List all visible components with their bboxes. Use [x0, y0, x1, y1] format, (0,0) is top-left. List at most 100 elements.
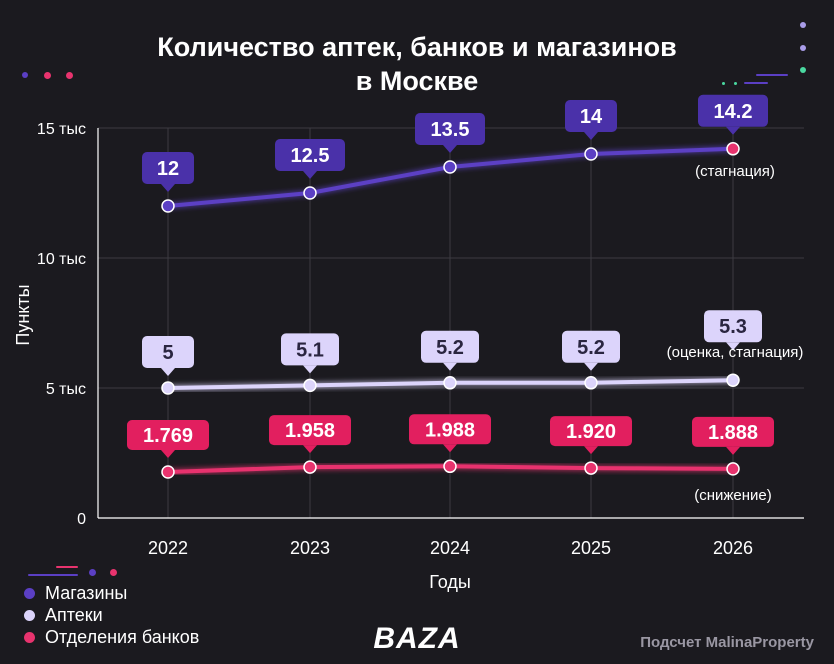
data-label-box: [275, 139, 345, 171]
x-tick-label: 2023: [290, 538, 330, 558]
data-label-box: [562, 330, 620, 363]
data-label-pointer: [443, 444, 457, 453]
data-point: [584, 461, 598, 475]
data-point: [303, 460, 317, 474]
data-point: [584, 376, 598, 390]
data-label: 1.988: [425, 419, 475, 441]
decor-dot: [44, 72, 51, 79]
y-tick-label: 15 тыс: [37, 121, 86, 138]
data-point: [161, 381, 175, 395]
data-label-box: [269, 415, 351, 446]
series-note: (снижение): [694, 487, 772, 504]
legend-item-magaziny: Магазины: [24, 582, 199, 604]
data-label-box: [142, 152, 194, 184]
decor-dot: [800, 67, 806, 73]
data-label-pointer: [726, 126, 740, 135]
data-label-pointer: [161, 368, 175, 376]
data-label-pointer: [584, 446, 598, 455]
legend-item-banki: Отделения банков: [24, 626, 199, 648]
decor-dot: [66, 72, 73, 79]
data-point: [726, 462, 740, 476]
data-label: 1.958: [285, 420, 335, 442]
legend-label: Отделения банков: [45, 626, 200, 647]
data-label: 1.769: [143, 425, 193, 447]
data-label-pointer: [443, 145, 457, 153]
data-label: 5.3: [719, 316, 747, 338]
series-note: (стагнация): [695, 163, 775, 180]
data-point: [303, 378, 317, 393]
legend: Магазины Аптеки Отделения банков: [24, 582, 199, 648]
data-point: [161, 199, 175, 213]
data-label-pointer: [161, 450, 175, 459]
data-label-pointer: [726, 342, 740, 351]
decor-dot: [734, 82, 737, 85]
y-axis-label: Пункты: [13, 284, 33, 346]
data-label: 5.1: [296, 339, 324, 361]
data-label: 5: [162, 342, 173, 364]
decor-line: [28, 574, 78, 576]
decor-dot: [22, 72, 28, 78]
data-label-pointer: [443, 362, 457, 371]
data-point: [726, 373, 740, 387]
data-label-pointer: [584, 362, 598, 371]
x-tick-label: 2025: [571, 538, 611, 558]
data-label-box: [142, 336, 194, 368]
data-label-pointer: [726, 446, 740, 455]
data-label-pointer: [161, 184, 175, 192]
data-label-pointer: [584, 132, 598, 140]
data-label: 5.2: [577, 337, 605, 359]
chart-title-line2: в Москве: [355, 66, 479, 96]
data-label-box: [565, 100, 617, 132]
chart-title-line1: Количество аптек, банков и магазинов: [157, 32, 677, 62]
data-label-box: [692, 416, 774, 447]
data-label-box: [704, 310, 762, 343]
data-label: 12.5: [291, 145, 330, 167]
legend-label: Аптеки: [45, 604, 103, 625]
data-label-pointer: [303, 445, 317, 454]
chart-title: Количество аптек, банков и магазинов в М…: [0, 30, 834, 98]
legend-item-apteki: Аптеки: [24, 604, 199, 626]
x-tick-label: 2024: [430, 538, 470, 558]
series-note: (оценка, стагнация): [667, 344, 804, 361]
y-tick-label: 0: [77, 511, 86, 528]
x-axis-label: Годы: [429, 572, 471, 592]
data-point: [443, 459, 457, 474]
data-point: [303, 186, 317, 200]
data-label: 12: [157, 158, 179, 180]
source-credit: Подсчет MalinaProperty: [640, 634, 814, 651]
data-label-box: [698, 94, 768, 127]
data-label-box: [550, 416, 632, 447]
data-point: [584, 147, 598, 161]
y-tick-label: 10 тыс: [37, 251, 86, 268]
data-label-box: [415, 113, 485, 145]
decor-dot: [89, 569, 96, 576]
data-point: [443, 160, 457, 174]
decor-dot: [800, 45, 806, 51]
data-label-pointer: [303, 171, 317, 179]
data-label-box: [421, 330, 479, 363]
decor-line: [756, 74, 788, 76]
decor-line: [744, 82, 768, 84]
decor-line: [56, 566, 78, 568]
data-label: 14.2: [714, 101, 753, 123]
data-point: [443, 376, 457, 390]
data-label: 1.888: [708, 422, 758, 444]
decor-dot: [110, 569, 117, 576]
legend-dot-apteki: [24, 609, 35, 621]
data-label-box: [127, 420, 209, 451]
data-label: 13.5: [431, 119, 470, 141]
baza-logo: BAZA: [373, 622, 461, 655]
legend-label: Магазины: [45, 582, 128, 603]
data-label: 5.2: [436, 337, 464, 359]
legend-dot-magaziny: [24, 587, 35, 599]
decor-dot: [722, 82, 725, 85]
data-label-box: [409, 414, 491, 445]
x-tick-label: 2026: [713, 538, 753, 558]
data-label-box: [281, 333, 339, 366]
decor-dot: [800, 22, 806, 28]
data-label: 14: [580, 106, 603, 128]
data-point: [161, 465, 175, 479]
x-tick-label: 2022: [148, 538, 188, 558]
legend-dot-banki: [24, 631, 35, 643]
